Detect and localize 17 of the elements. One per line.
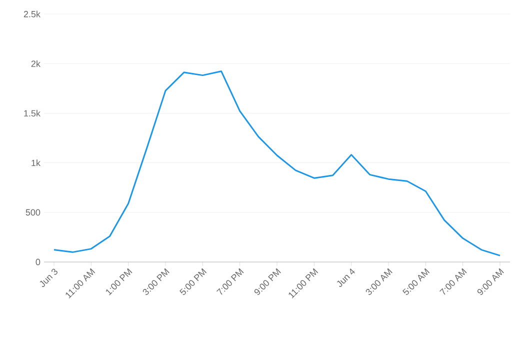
x-tick-label: 7:00 PM [216,268,244,295]
y-tick-label: 500 [26,209,40,216]
x-tick-label: 9:00 AM [477,268,504,295]
x-tick-label: 5:00 PM [180,268,207,295]
y-tick-label: 2k [31,60,40,67]
x-tick-label: 3:00 PM [142,268,170,295]
y-tick-label: 0 [36,258,40,266]
y-tick-label: 2.5k [24,10,40,18]
x-tick-label: 7:00 AM [440,268,467,295]
x-tick-label: Jun 3 [40,268,58,287]
y-tick-label: 1k [32,160,40,166]
x-tick-label: 3:00 AM [366,268,392,295]
x-tick-label: 5:00 AM [402,268,430,295]
x-tick-label: Jun 4 [337,268,355,287]
line-series [53,70,501,256]
x-tick-label: 9:00 PM [254,268,281,295]
y-tick-label: 1.5k [24,110,40,117]
